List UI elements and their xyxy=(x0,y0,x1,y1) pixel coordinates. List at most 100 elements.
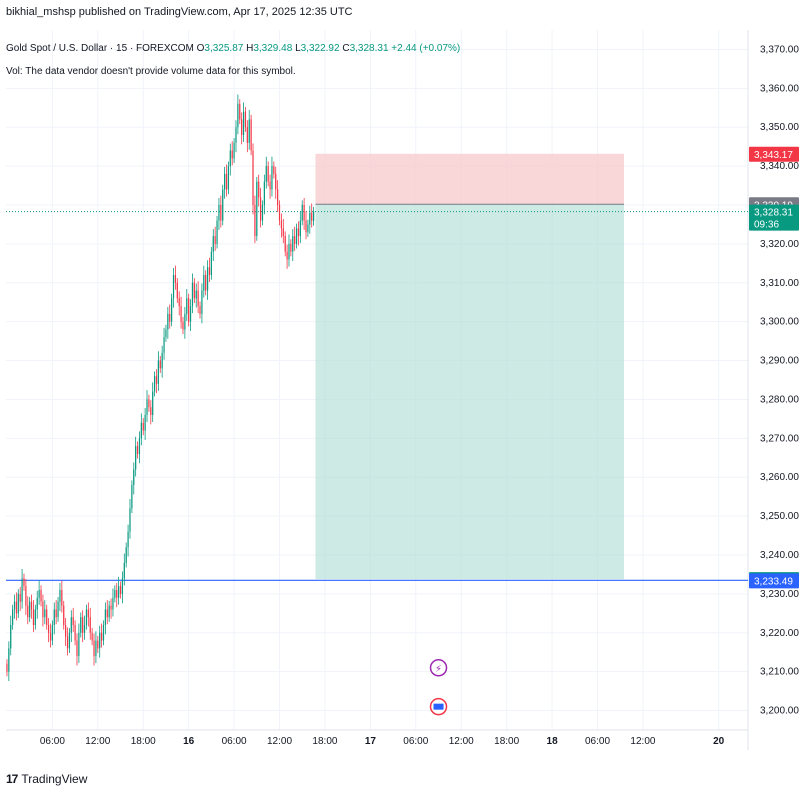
candle-body xyxy=(267,166,269,182)
y-tick-label: 3,210.00 xyxy=(760,667,799,678)
candle-body xyxy=(286,251,288,260)
y-tick-label: 3,290.00 xyxy=(760,356,799,367)
candle-body xyxy=(135,446,137,470)
candle-body xyxy=(10,625,12,649)
candle-body xyxy=(119,586,122,594)
candle-body xyxy=(133,469,135,485)
candle-body xyxy=(23,578,25,587)
candle-body xyxy=(97,640,99,649)
candle-body xyxy=(19,593,21,602)
candle-body xyxy=(273,166,275,174)
candle-body xyxy=(85,609,88,625)
candle-body xyxy=(248,119,250,143)
candle-body xyxy=(294,236,296,244)
candle-body xyxy=(89,617,91,633)
candle-body xyxy=(140,422,142,439)
candle-body xyxy=(82,617,84,633)
candle-body xyxy=(233,142,235,159)
candle-body xyxy=(239,103,241,120)
candle-body xyxy=(212,236,214,252)
y-tick-label: 3,340.00 xyxy=(760,161,799,172)
candle-body xyxy=(265,166,267,182)
price-tag xyxy=(749,573,799,589)
y-tick-label: 3,220.00 xyxy=(760,628,799,639)
candle-body xyxy=(277,189,279,205)
candle-body xyxy=(8,648,10,672)
candle-body xyxy=(153,376,156,392)
candle-body xyxy=(178,298,180,307)
candle-body xyxy=(201,290,203,314)
candle-body xyxy=(259,197,262,221)
candle-body xyxy=(275,173,277,190)
candlestick-chart[interactable]: 3,200.00 3,210.00 3,220.00 3,230.00 3,240.00… xyxy=(6,30,800,756)
candle-body xyxy=(307,224,309,233)
candle-body xyxy=(114,590,116,598)
candle-body xyxy=(271,166,273,190)
candle-body xyxy=(38,590,40,598)
candle-body xyxy=(123,562,125,579)
candle-body xyxy=(191,282,194,307)
candle-body xyxy=(95,640,97,657)
symbol-legend[interactable]: Gold Spot / U.S. Dollar · 15 · FOREXCOM … xyxy=(6,42,460,56)
y-tick-label: 3,230.00 xyxy=(760,589,799,600)
candle-body xyxy=(292,236,294,252)
candle-body xyxy=(12,609,14,625)
candle-body xyxy=(32,609,35,625)
candle-body xyxy=(180,306,182,322)
candle-body xyxy=(74,625,76,641)
y-tick-label: 3,310.00 xyxy=(760,278,799,289)
candle-body xyxy=(241,119,243,135)
price-tag-label: 3,233.49 xyxy=(754,576,793,587)
high-value: 3,329.48 xyxy=(253,43,293,54)
high-label: H xyxy=(246,43,254,54)
candle-body xyxy=(282,228,284,237)
candle-body xyxy=(163,337,165,353)
candle-body xyxy=(49,632,52,641)
candle-body xyxy=(51,625,53,641)
price-tag-label: 3,343.17 xyxy=(754,150,793,161)
candle-body xyxy=(53,609,55,625)
candle-body xyxy=(83,625,86,633)
candle-body xyxy=(280,220,283,229)
chart-area[interactable]: 3,200.00 3,210.00 3,220.00 3,230.00 3,240.00… xyxy=(6,30,799,756)
candle-body xyxy=(278,205,281,221)
candle-body xyxy=(297,228,300,237)
candle-body xyxy=(246,127,248,143)
x-tick-label: 06:00 xyxy=(40,736,65,747)
candle-body xyxy=(40,590,42,602)
candle-body xyxy=(222,189,224,221)
candle-body xyxy=(108,605,110,618)
close-label: C xyxy=(342,43,350,54)
candle-body xyxy=(59,590,61,602)
publisher-line: bikhial_mshsp published on TradingView.c… xyxy=(6,6,353,18)
candle-body xyxy=(25,586,27,606)
candle-body xyxy=(250,119,252,151)
candle-body xyxy=(263,181,265,205)
candle-body xyxy=(182,321,184,330)
candle-body xyxy=(220,205,222,221)
y-tick-label: 3,280.00 xyxy=(760,394,799,405)
candle-body xyxy=(112,597,114,610)
candle-body xyxy=(284,236,286,252)
x-tick-label: 18:00 xyxy=(312,736,337,747)
candle-body xyxy=(203,275,205,291)
candle-body xyxy=(27,605,29,618)
x-tick-label: 16 xyxy=(183,736,195,747)
candle-body xyxy=(244,111,247,128)
candle-body xyxy=(229,150,231,167)
candle-body xyxy=(102,625,105,641)
candle-body xyxy=(252,150,254,205)
symbol-name[interactable]: Gold Spot / U.S. Dollar · 15 · FOREXCOM xyxy=(6,43,194,54)
x-tick-label: 18:00 xyxy=(131,736,156,747)
candle-body xyxy=(148,399,150,408)
take-profit-zone xyxy=(315,204,625,580)
y-tick-label: 3,260.00 xyxy=(760,472,799,483)
candle-body xyxy=(129,508,131,532)
x-tick-label: 12:00 xyxy=(267,736,292,747)
candle-body xyxy=(216,220,218,244)
candle-body xyxy=(121,578,124,594)
candle-body xyxy=(305,220,307,233)
candle-body xyxy=(290,243,292,252)
footer-brand[interactable]: 17 TradingView xyxy=(6,772,87,786)
candle-body xyxy=(65,625,67,637)
